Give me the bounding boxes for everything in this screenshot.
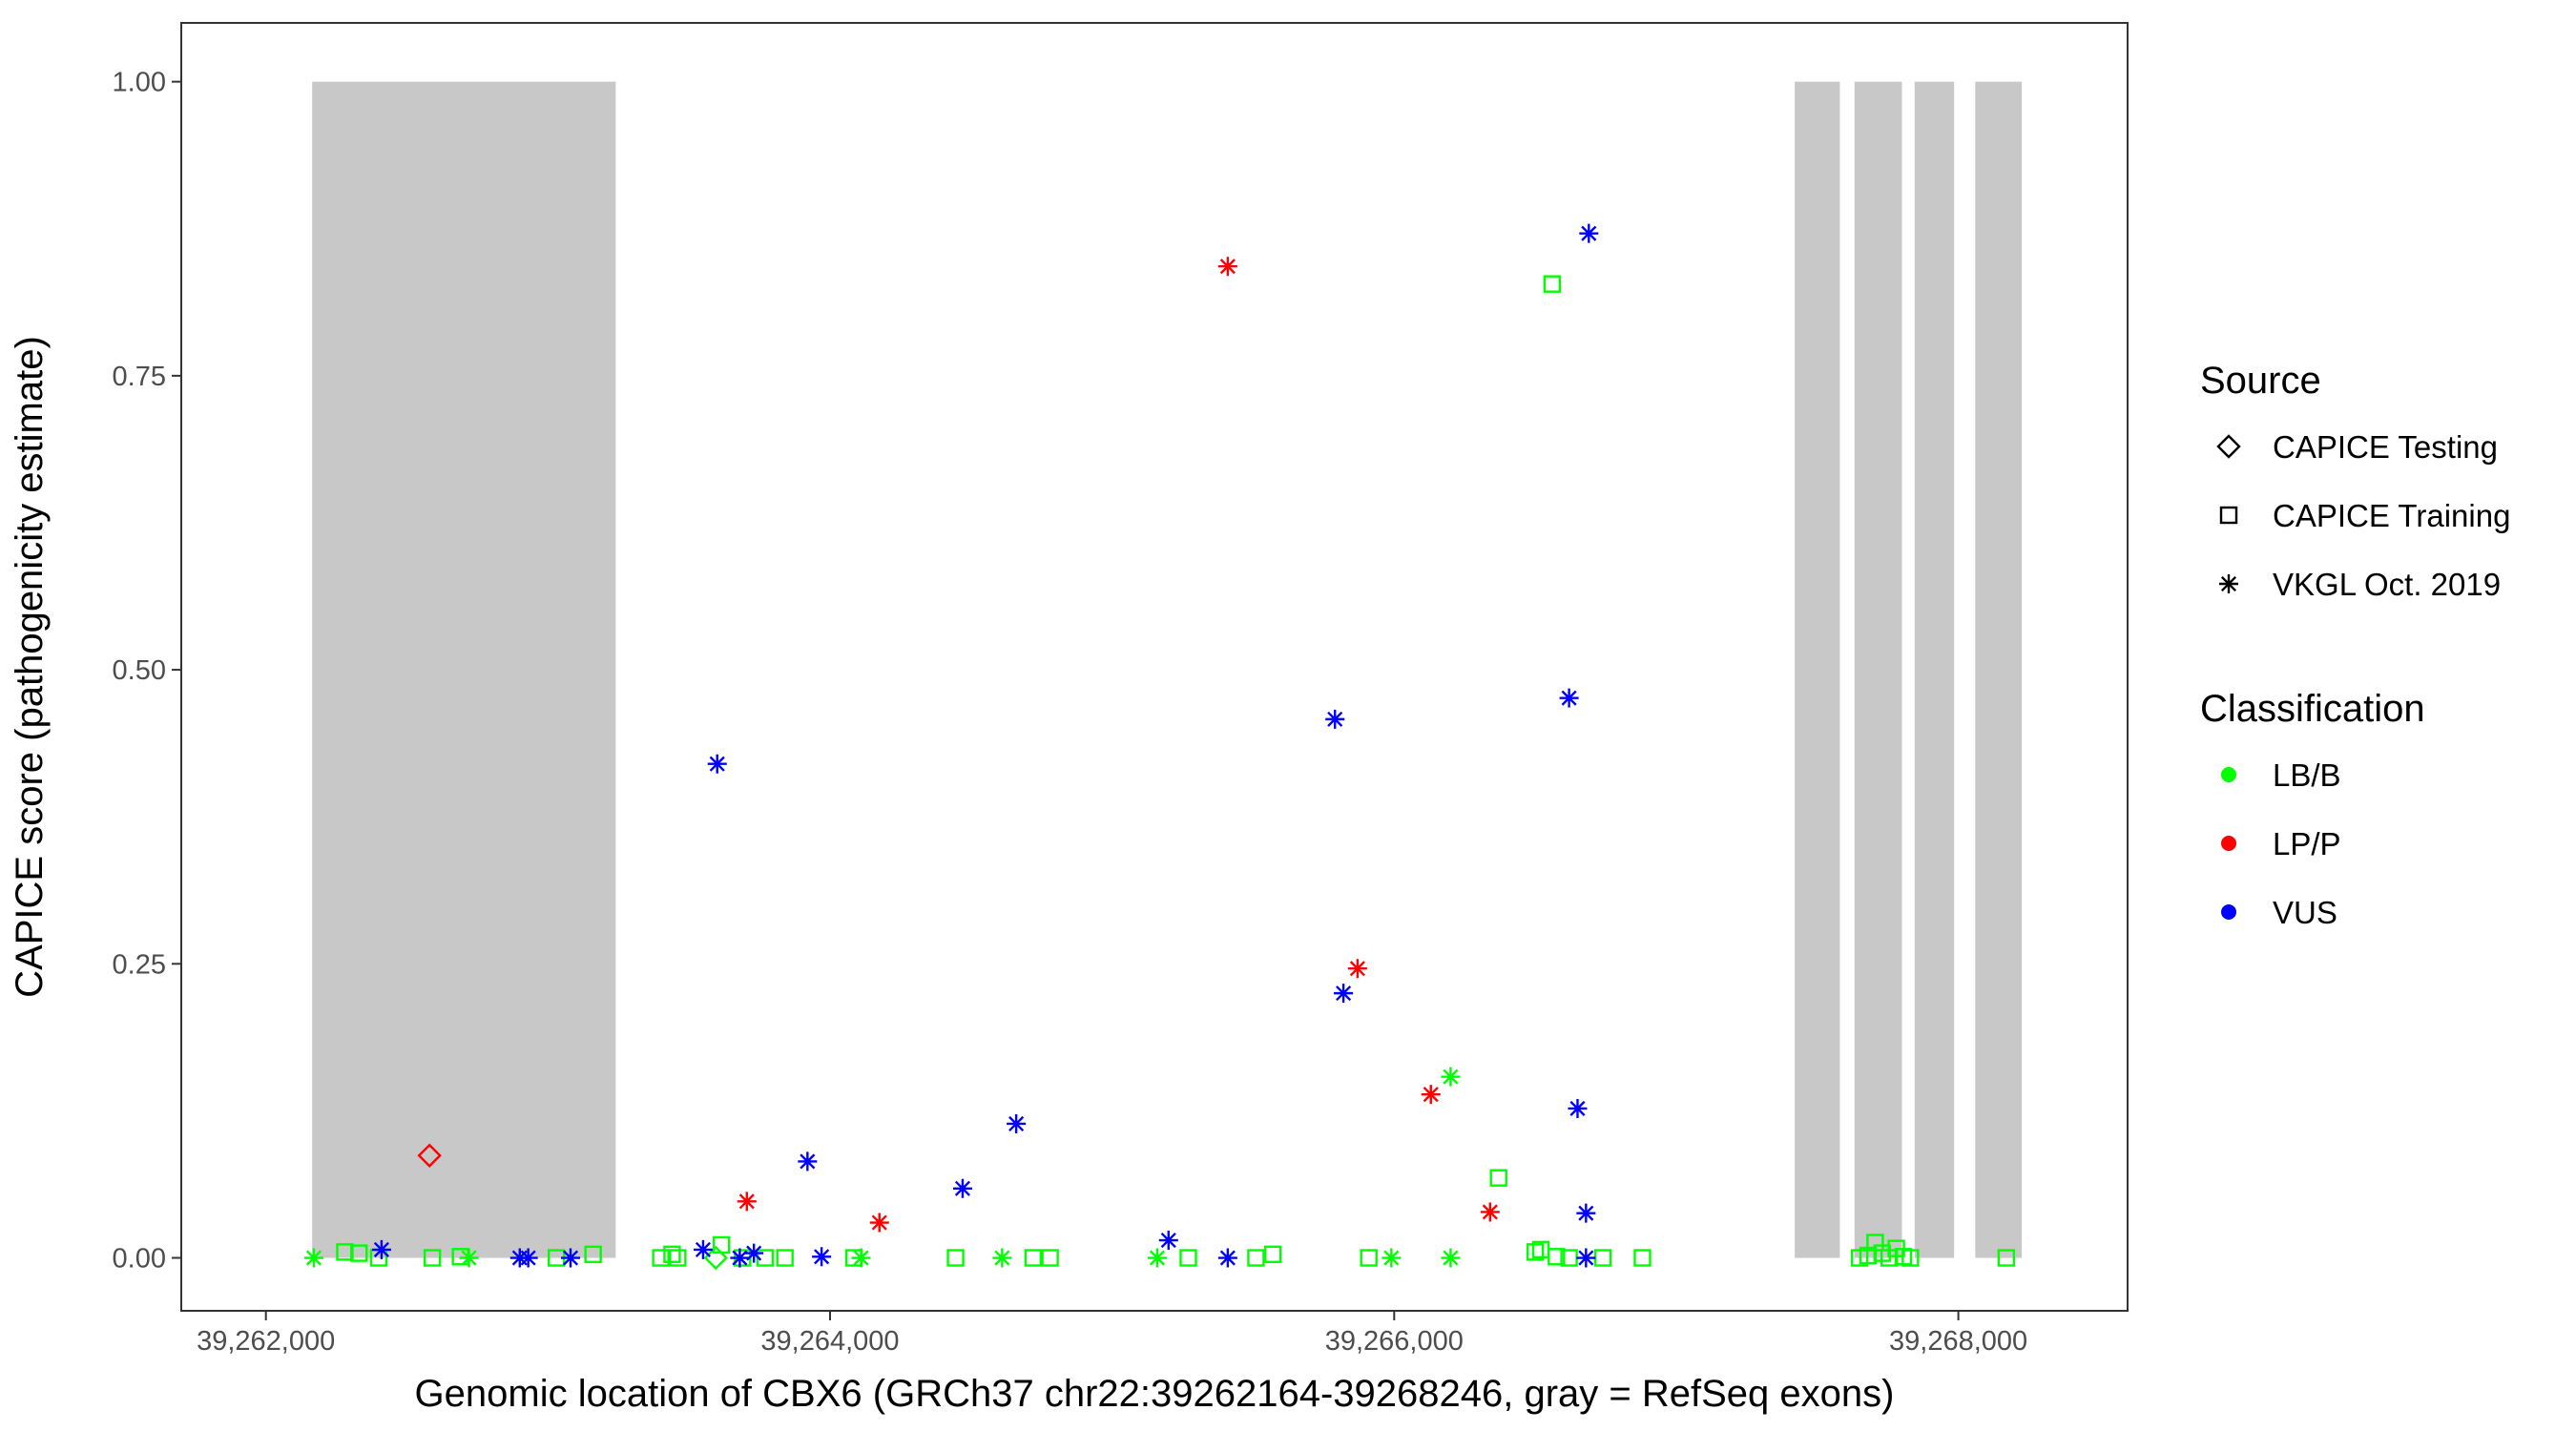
legend-key	[2221, 904, 2236, 920]
y-tick-label: 0.75	[113, 362, 166, 392]
exon-region	[1975, 81, 2023, 1258]
legend: Source CAPICE Testing CAPICE Training VKGL …	[2200, 360, 2510, 930]
data-point	[812, 1247, 832, 1267]
data-point	[584, 1245, 602, 1264]
legend-label: VKGL Oct. 2019	[2273, 567, 2501, 602]
legend-title: Classification	[2200, 688, 2425, 730]
data-point	[1247, 1249, 1265, 1267]
data-point	[303, 1248, 323, 1268]
data-point	[1901, 1249, 1920, 1267]
data-point	[1147, 1248, 1167, 1268]
y-tick-label: 0.25	[113, 949, 166, 980]
data-point	[693, 1239, 713, 1259]
data-point	[417, 1143, 442, 1168]
data-point	[1381, 1248, 1402, 1268]
data-point	[1179, 1249, 1197, 1267]
legend-label: LP/P	[2273, 826, 2341, 861]
x-tick-label: 39,266,000	[1325, 1326, 1464, 1357]
data-point	[730, 1248, 750, 1268]
data-point	[652, 1249, 670, 1267]
data-point	[744, 1243, 764, 1263]
data-point	[561, 1248, 580, 1268]
data-point	[1158, 1231, 1178, 1251]
data-point	[992, 1248, 1012, 1268]
data-point	[1421, 1085, 1441, 1105]
data-point	[459, 1248, 479, 1268]
legend-key	[2219, 574, 2238, 593]
exon-regions	[312, 81, 2023, 1258]
data-point	[336, 1243, 354, 1261]
data-point	[737, 1192, 757, 1212]
data-point	[869, 1213, 889, 1233]
data-point	[663, 1245, 681, 1264]
legend-key	[2221, 767, 2236, 782]
data-point	[1325, 709, 1345, 729]
data-point	[1526, 1243, 1545, 1261]
plot-panel-border	[180, 22, 2129, 1312]
exon-region	[1795, 81, 1840, 1258]
data-point	[1024, 1249, 1043, 1267]
x-tick-label: 39,262,000	[197, 1326, 335, 1357]
legend-label: LB/B	[2273, 757, 2341, 793]
data-point	[1548, 1248, 1566, 1266]
data-point	[1543, 275, 1562, 293]
data-point	[1007, 1113, 1027, 1133]
data-point	[1441, 1067, 1461, 1087]
data-point	[1217, 257, 1237, 277]
exon-region	[1914, 81, 1955, 1258]
data-point	[1633, 1249, 1652, 1267]
legend-title: Source	[2200, 360, 2321, 402]
legend-label: CAPICE Testing	[2273, 429, 2498, 465]
data-points	[303, 223, 2016, 1271]
data-point	[851, 1248, 871, 1268]
exon-region	[312, 81, 616, 1258]
data-point	[707, 754, 727, 774]
x-tick-label: 39,264,000	[760, 1326, 899, 1357]
legend-key	[2216, 434, 2241, 459]
legend-key	[2219, 506, 2238, 525]
data-point	[371, 1239, 391, 1259]
data-point	[1576, 1203, 1596, 1223]
data-point	[1997, 1249, 2016, 1267]
data-point	[1489, 1169, 1507, 1187]
x-tick-label: 39,268,000	[1889, 1326, 2027, 1357]
data-point	[952, 1178, 972, 1198]
data-point	[1579, 223, 1599, 243]
data-point	[1559, 688, 1579, 708]
legend-key	[2221, 836, 2236, 851]
data-point	[423, 1249, 442, 1267]
data-point	[798, 1151, 818, 1172]
data-point	[1568, 1098, 1588, 1118]
exon-region	[1854, 81, 1902, 1258]
data-point	[1576, 1248, 1596, 1268]
axis-ticks: 0.00 0.25 0.50 0.75 1.00 39,262,000 39,264,000…	[113, 68, 2028, 1357]
y-tick-label: 1.00	[113, 68, 166, 98]
data-point	[1041, 1249, 1059, 1267]
data-point	[1347, 959, 1367, 979]
y-tick-label: 0.50	[113, 655, 166, 686]
legend-label: VUS	[2273, 895, 2337, 930]
data-point	[712, 1235, 731, 1255]
data-point	[1441, 1248, 1461, 1268]
data-point	[1360, 1249, 1378, 1267]
data-point	[1334, 984, 1354, 1004]
data-point	[518, 1248, 538, 1268]
data-point	[350, 1244, 368, 1262]
x-axis-title: Genomic location of CBX6 (GRCh37 chr22:3…	[415, 1373, 1895, 1415]
data-point	[669, 1249, 687, 1267]
data-point	[776, 1249, 794, 1267]
legend-label: CAPICE Training	[2273, 498, 2510, 533]
data-point	[1480, 1202, 1500, 1222]
data-point	[1263, 1245, 1282, 1264]
data-point	[1217, 1248, 1237, 1268]
y-axis-title: CAPICE score (pathogenicity estimate)	[9, 336, 51, 998]
y-tick-label: 0.00	[113, 1244, 166, 1275]
data-point	[946, 1249, 965, 1267]
